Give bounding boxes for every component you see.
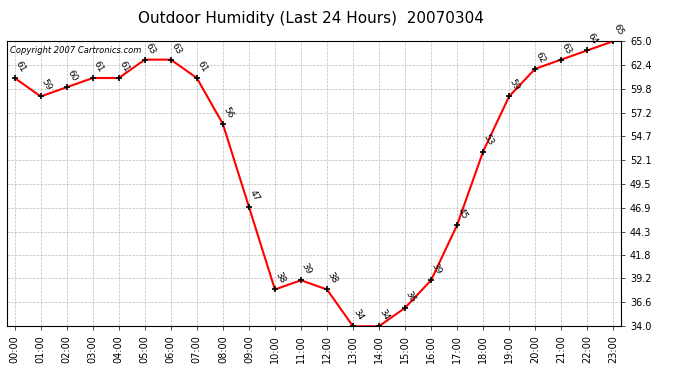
- Text: 61: 61: [91, 59, 105, 74]
- Text: 34: 34: [352, 308, 365, 322]
- Text: 39: 39: [299, 262, 313, 276]
- Text: 38: 38: [273, 271, 287, 285]
- Text: 64: 64: [586, 32, 600, 46]
- Text: 65: 65: [612, 22, 625, 37]
- Text: 60: 60: [66, 69, 79, 83]
- Text: 59: 59: [39, 78, 53, 92]
- Text: 62: 62: [534, 50, 547, 64]
- Text: 34: 34: [377, 308, 391, 322]
- Text: 38: 38: [326, 271, 339, 285]
- Text: 45: 45: [455, 207, 469, 221]
- Text: 63: 63: [144, 41, 157, 56]
- Text: 53: 53: [482, 133, 495, 147]
- Text: 59: 59: [508, 78, 521, 92]
- Text: 63: 63: [170, 41, 183, 56]
- Text: 61: 61: [13, 59, 27, 74]
- Text: 63: 63: [560, 41, 573, 56]
- Text: Outdoor Humidity (Last 24 Hours)  20070304: Outdoor Humidity (Last 24 Hours) 2007030…: [137, 11, 484, 26]
- Text: 39: 39: [430, 262, 443, 276]
- Text: 36: 36: [404, 289, 417, 304]
- Text: 61: 61: [195, 59, 209, 74]
- Text: 61: 61: [117, 59, 131, 74]
- Text: Copyright 2007 Cartronics.com: Copyright 2007 Cartronics.com: [10, 45, 141, 54]
- Text: 47: 47: [248, 188, 261, 202]
- Text: 56: 56: [221, 105, 235, 120]
